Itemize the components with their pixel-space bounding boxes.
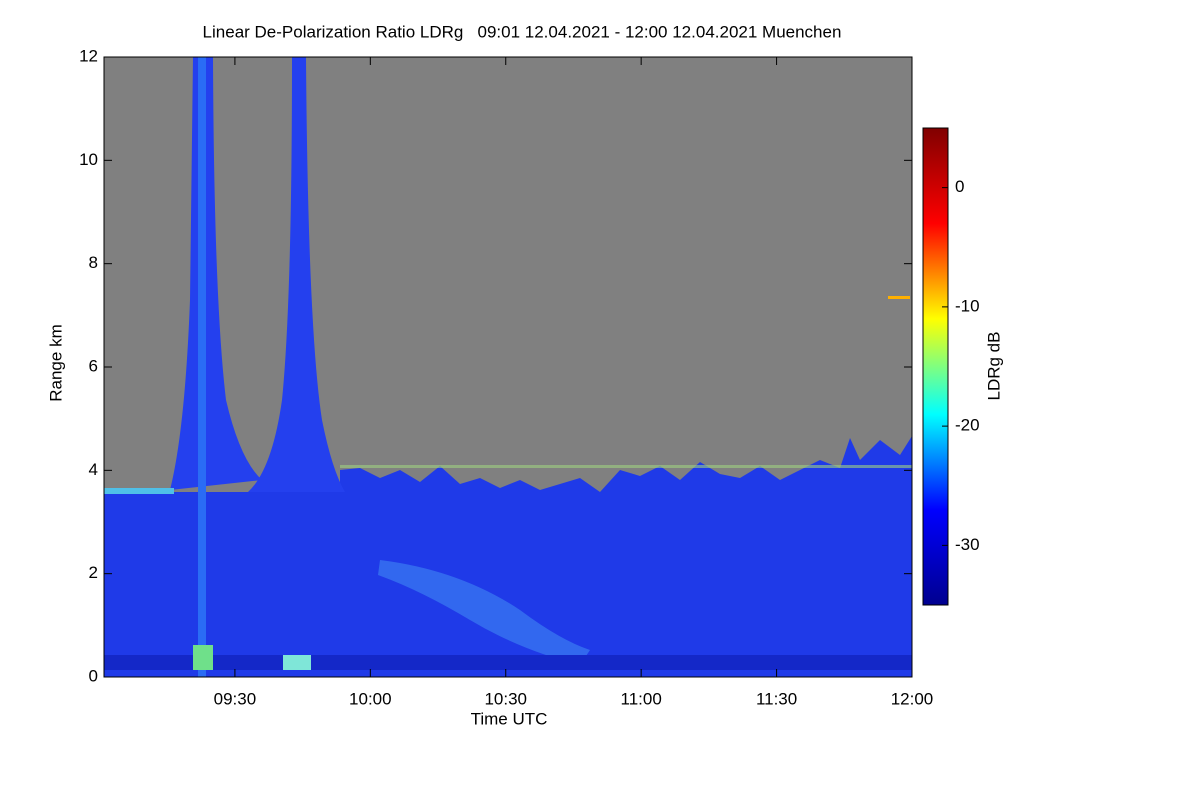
y-tick-label: 8	[89, 253, 98, 272]
colorbar-tick-label: 0	[955, 177, 964, 196]
y-tick-label: 0	[89, 666, 98, 685]
colorbar-label: LDRg dB	[984, 332, 1003, 401]
layer-top	[104, 488, 174, 494]
colorbar-tick-label: -10	[955, 296, 980, 315]
x-tick-label: 10:30	[484, 689, 527, 708]
y-tick-label: 12	[79, 46, 98, 65]
plume	[248, 57, 345, 492]
layer-top	[340, 465, 912, 468]
y-tick-label: 2	[89, 563, 98, 582]
ldr-field	[104, 57, 912, 677]
near-ground-cell	[283, 655, 311, 670]
y-tick-label: 10	[79, 150, 98, 169]
y-axis-label: Range km	[46, 324, 65, 401]
x-tick-label: 11:30	[756, 689, 797, 708]
colorbar	[922, 127, 949, 606]
chart-title: Linear De-Polarization Ratio LDRg 09:01 …	[203, 22, 842, 41]
x-tick-label: 11:00	[621, 689, 662, 708]
near-ground-band	[104, 655, 912, 670]
aerosol-layer	[104, 436, 912, 677]
y-tick-label: 4	[89, 460, 98, 479]
x-tick-label: 12:00	[891, 689, 934, 708]
x-tick-label: 09:30	[214, 689, 257, 708]
cloud-speck	[888, 296, 910, 299]
colorbar-tick-label: -20	[955, 416, 980, 435]
colorbar-tick-label: -30	[955, 535, 980, 554]
light-streak	[378, 560, 590, 665]
plume	[170, 57, 262, 490]
x-axis-label: Time UTC	[471, 709, 548, 728]
x-tick-label: 10:00	[349, 689, 392, 708]
near-ground-cell	[193, 645, 213, 670]
plume-core	[198, 57, 206, 677]
y-tick-label: 6	[89, 356, 98, 375]
